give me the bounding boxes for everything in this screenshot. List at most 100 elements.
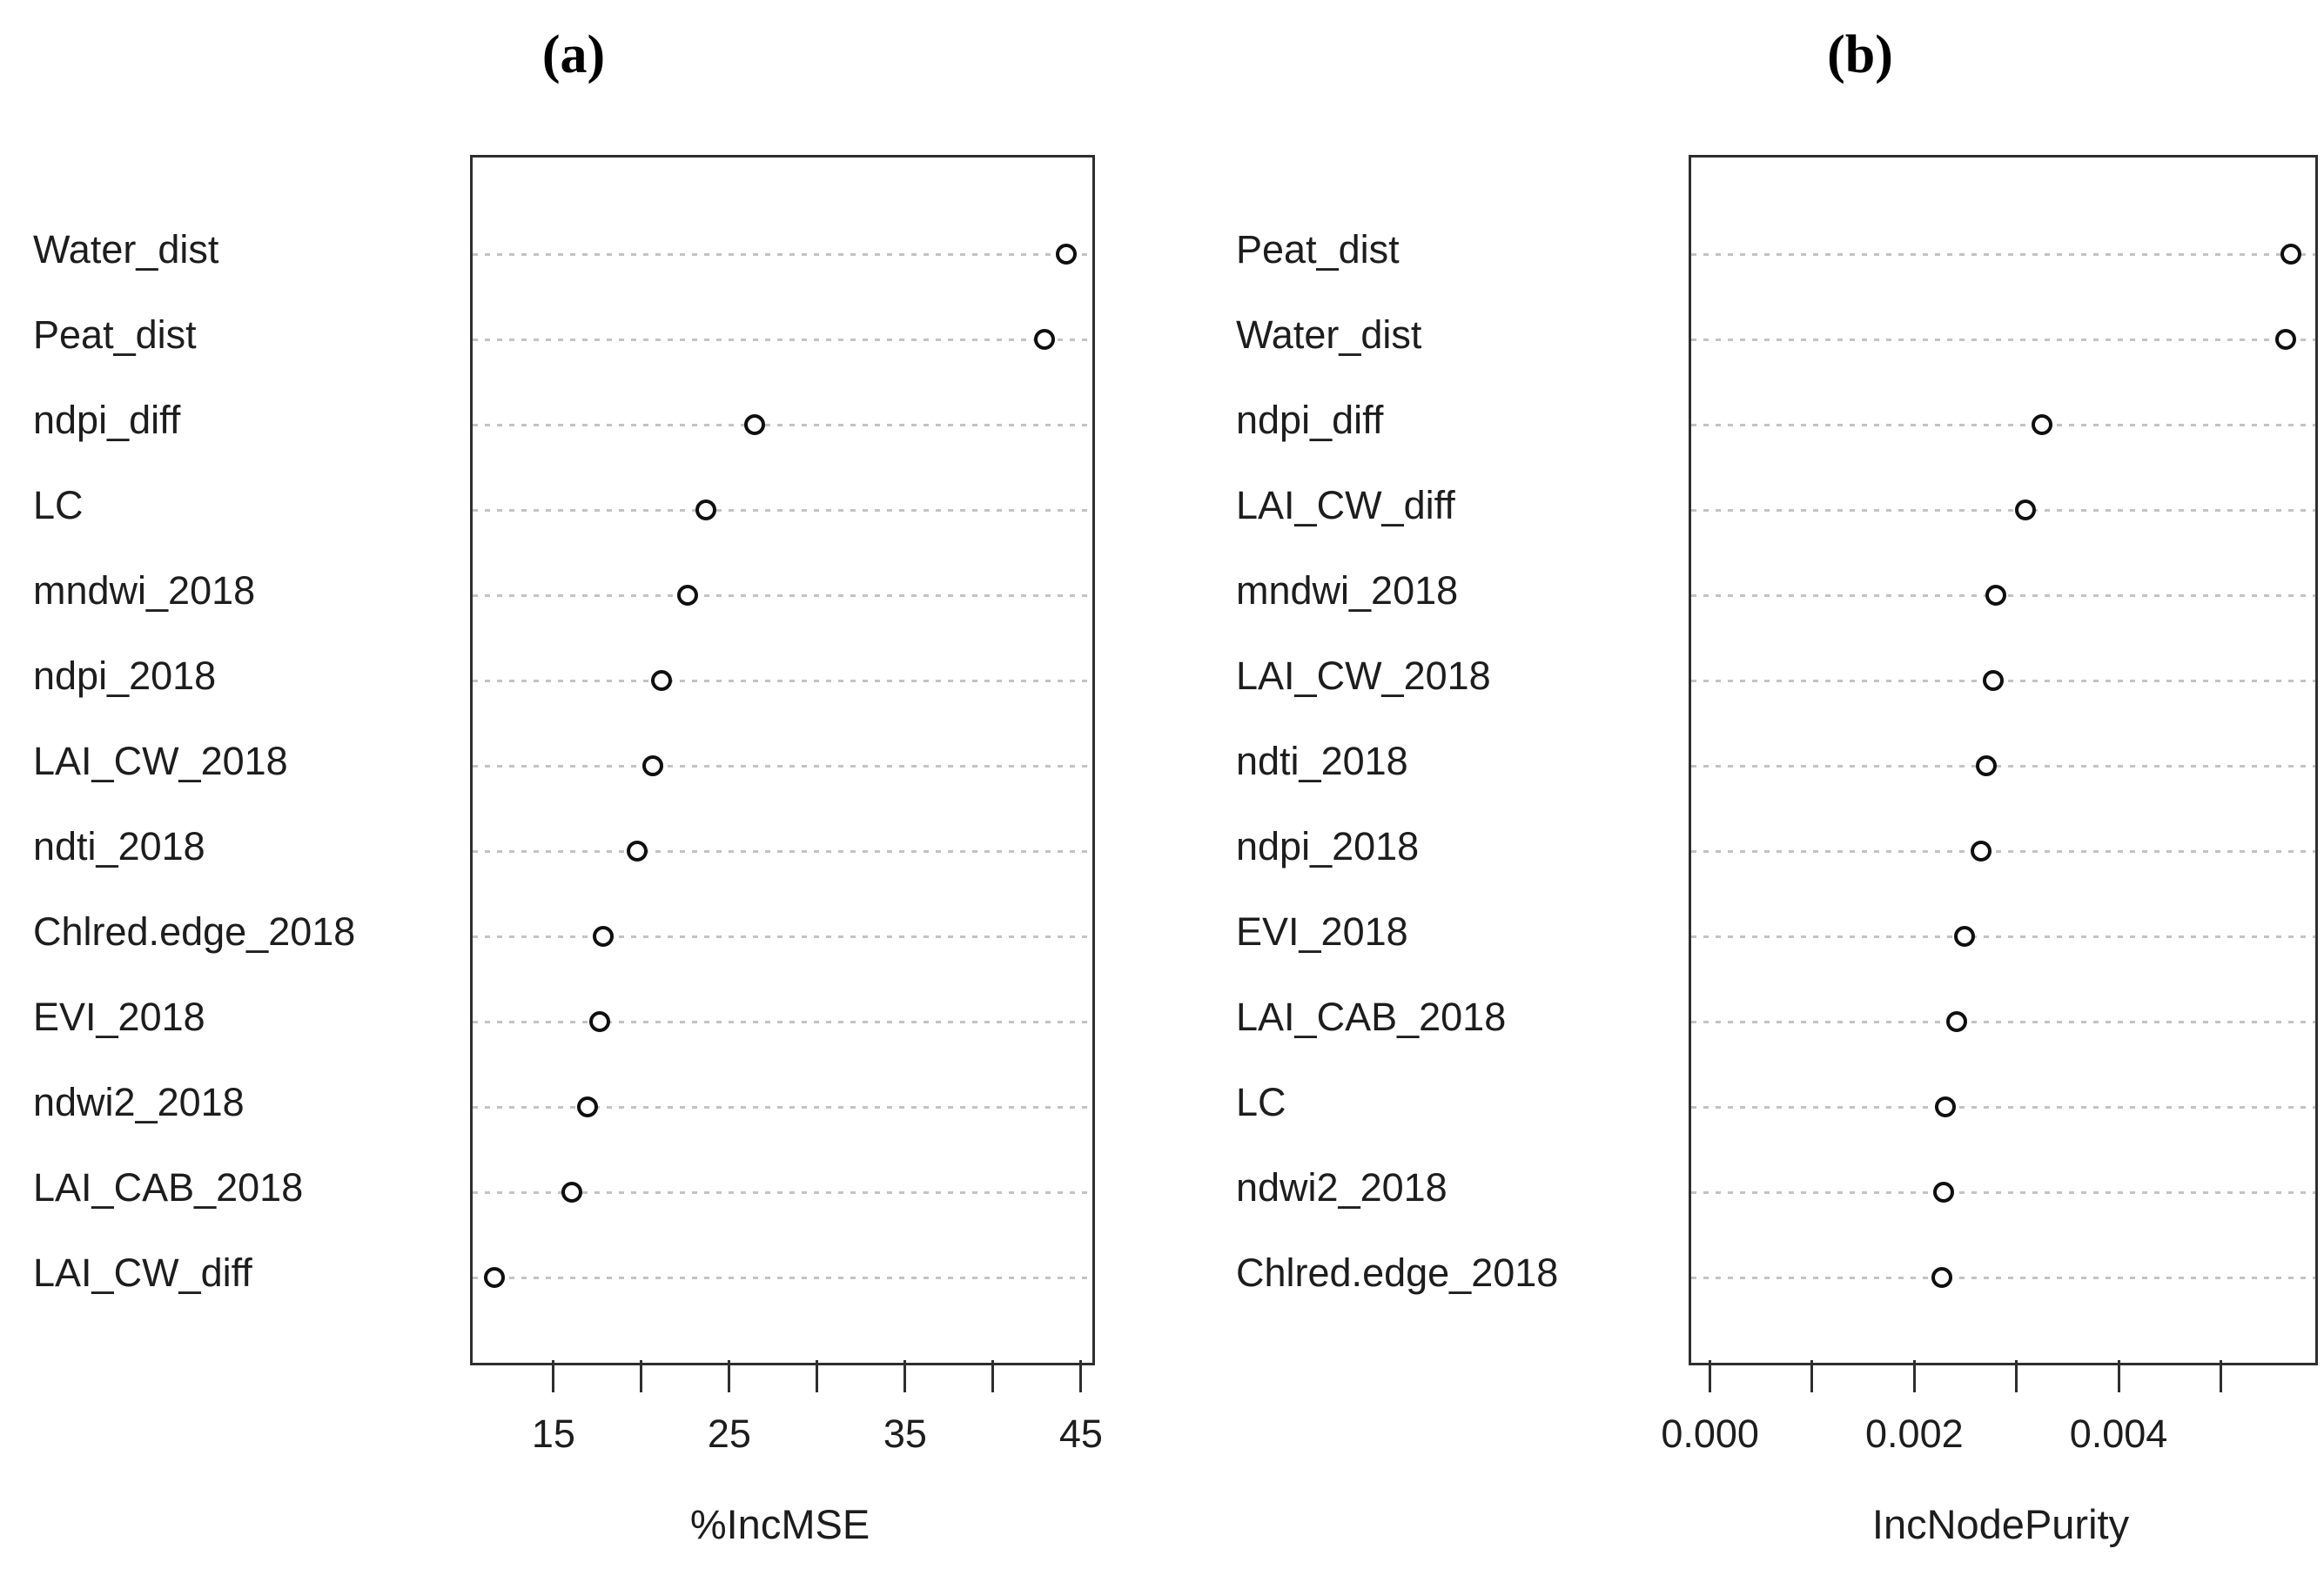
data-point-circle xyxy=(1055,244,1077,265)
leader-line xyxy=(473,935,1092,938)
leader-line xyxy=(1691,339,2315,341)
x-axis-tick xyxy=(991,1360,995,1392)
data-point-circle xyxy=(1935,1096,1957,1117)
data-point-circle xyxy=(695,500,716,520)
data-point-circle xyxy=(1983,670,2005,691)
x-axis-tick xyxy=(1079,1360,1083,1392)
x-axis-tick-label: 45 xyxy=(1058,1411,1103,1456)
leader-line xyxy=(473,1106,1092,1109)
x-axis-title-a: %IncMSE xyxy=(689,1501,870,1547)
leader-line xyxy=(1691,935,2315,938)
row-label: ndti_2018 xyxy=(1236,738,1408,783)
row-label: ndpi_2018 xyxy=(1236,823,1420,868)
data-point-circle xyxy=(744,414,766,435)
row-label: LC xyxy=(33,482,84,527)
row-label: EVI_2018 xyxy=(33,994,205,1039)
data-point-circle xyxy=(577,1096,599,1117)
row-label: Peat_dist xyxy=(1236,226,1400,272)
data-point-circle xyxy=(589,1011,611,1032)
row-label: mndwi_2018 xyxy=(1236,567,1459,613)
data-point-circle xyxy=(1034,329,1056,350)
row-label: LC xyxy=(1236,1079,1286,1124)
data-point-circle xyxy=(484,1267,506,1288)
x-axis-tick xyxy=(640,1360,643,1392)
leader-line xyxy=(1691,509,2315,512)
row-label: LAI_CAB_2018 xyxy=(1236,994,1507,1039)
leader-line xyxy=(473,253,1092,256)
leader-line xyxy=(473,339,1092,341)
row-label: Peat_dist xyxy=(33,312,197,357)
row-label: mndwi_2018 xyxy=(33,567,256,613)
data-point-circle xyxy=(2014,500,2036,520)
data-point-circle xyxy=(593,926,615,947)
x-axis-tick xyxy=(728,1360,731,1392)
leader-line xyxy=(473,424,1092,426)
row-label: LAI_CW_diff xyxy=(1236,482,1455,527)
x-axis-tick-label: 0.004 xyxy=(2069,1411,2168,1456)
data-point-circle xyxy=(1931,1267,1952,1288)
row-label: Chlred.edge_2018 xyxy=(33,909,356,954)
data-point-circle xyxy=(1976,755,1998,776)
data-point-circle xyxy=(642,755,664,776)
data-point-circle xyxy=(561,1182,583,1203)
data-point-circle xyxy=(1985,585,2006,606)
x-axis-tick-label: 15 xyxy=(531,1411,575,1456)
row-label: ndpi_diff xyxy=(33,397,181,442)
leader-line xyxy=(473,1277,1092,1279)
x-axis-tick-label: 0.002 xyxy=(1865,1411,1964,1456)
leader-line xyxy=(1691,765,2315,768)
row-label: Chlred.edge_2018 xyxy=(1236,1250,1559,1295)
row-label: ndwi2_2018 xyxy=(33,1079,245,1124)
x-axis-tick-label: 0.000 xyxy=(1661,1411,1759,1456)
row-label: LAI_CW_diff xyxy=(33,1250,252,1295)
data-point-circle xyxy=(1932,1182,1954,1203)
row-label: ndti_2018 xyxy=(33,823,205,868)
panel-b-title: (b) xyxy=(1827,25,1893,84)
x-axis-tick xyxy=(1810,1360,1814,1392)
row-label: EVI_2018 xyxy=(1236,909,1408,954)
leader-line xyxy=(1691,1277,2315,1279)
x-axis-tick xyxy=(1709,1360,1712,1392)
leader-line xyxy=(473,594,1092,597)
data-point-circle xyxy=(1954,926,1976,947)
row-label: ndpi_2018 xyxy=(33,653,217,698)
x-axis-tick xyxy=(2015,1360,2018,1392)
panel-b-plot-box xyxy=(1689,155,2318,1365)
leader-line xyxy=(473,765,1092,768)
leader-line xyxy=(473,509,1092,512)
x-axis-tick xyxy=(2117,1360,2120,1392)
panel-a-plot-box xyxy=(470,155,1095,1365)
data-point-circle xyxy=(1946,1011,1968,1032)
data-point-circle xyxy=(626,841,648,862)
x-axis-tick xyxy=(1912,1360,1916,1392)
leader-line xyxy=(1691,1021,2315,1023)
leader-line xyxy=(1691,1106,2315,1109)
leader-line xyxy=(473,850,1092,853)
row-label: Water_dist xyxy=(33,226,219,272)
leader-line xyxy=(473,1191,1092,1194)
data-point-circle xyxy=(1971,841,1992,862)
row-label: LAI_CW_2018 xyxy=(1236,653,1491,698)
leader-line xyxy=(1691,424,2315,426)
leader-line xyxy=(473,680,1092,682)
x-axis-tick xyxy=(903,1360,907,1392)
row-label: ndpi_diff xyxy=(1236,397,1384,442)
x-axis-title-b: IncNodePurity xyxy=(1871,1501,2130,1547)
data-point-circle xyxy=(2031,414,2052,435)
row-label: LAI_CAB_2018 xyxy=(33,1164,304,1210)
data-point-circle xyxy=(2274,329,2296,350)
x-axis-tick xyxy=(552,1360,555,1392)
x-axis-tick-label: 25 xyxy=(707,1411,751,1456)
x-axis-tick xyxy=(2219,1360,2222,1392)
leader-line xyxy=(473,1021,1092,1023)
data-point-circle xyxy=(2280,244,2301,265)
row-label: ndwi2_2018 xyxy=(1236,1164,1447,1210)
x-axis-tick-label: 35 xyxy=(883,1411,927,1456)
x-axis-tick xyxy=(816,1360,819,1392)
data-point-circle xyxy=(651,670,673,691)
leader-line xyxy=(1691,253,2315,256)
data-point-circle xyxy=(677,585,699,606)
row-label: Water_dist xyxy=(1236,312,1422,357)
row-label: LAI_CW_2018 xyxy=(33,738,288,783)
